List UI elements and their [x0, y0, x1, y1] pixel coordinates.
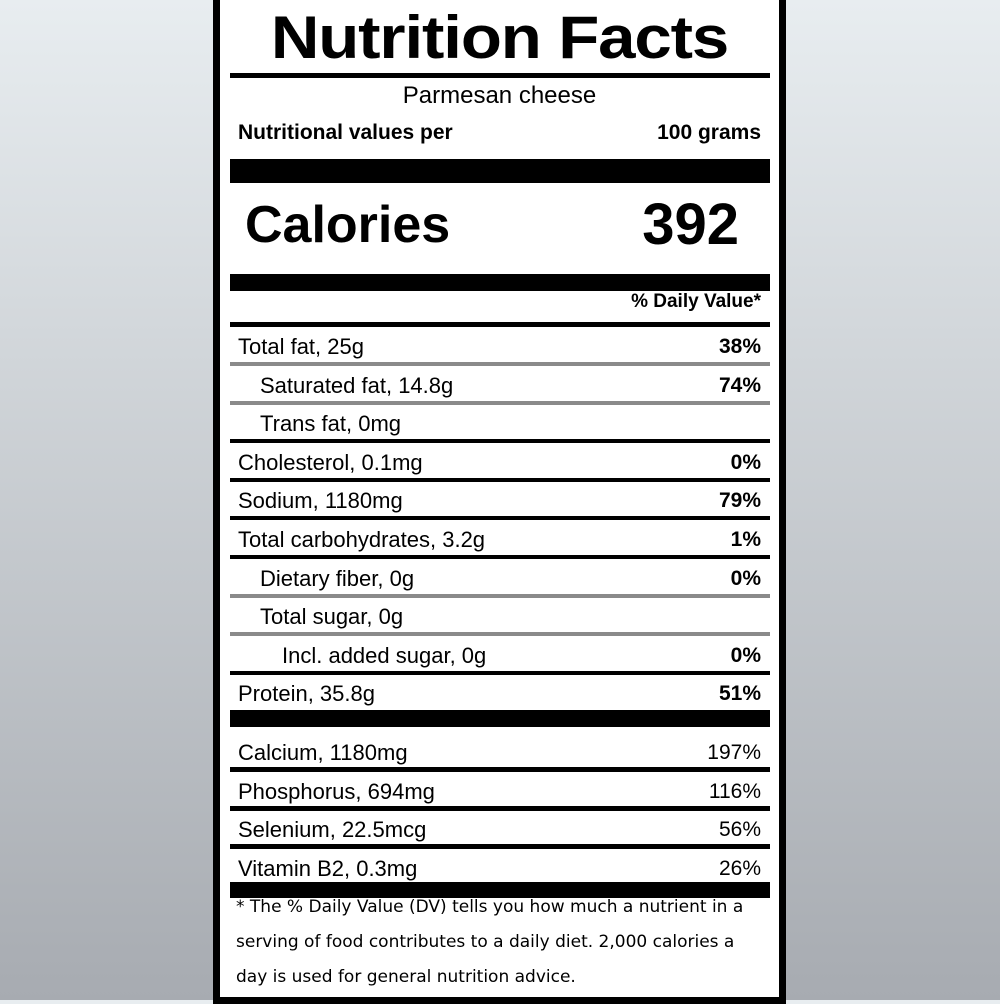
nutrient-name: Sodium, 1180mg: [238, 488, 403, 514]
mineral-daily-value: 116%: [708, 779, 761, 803]
mineral-name: Vitamin B2, 0.3mg: [238, 856, 418, 882]
mineral-daily-value: 56%: [718, 818, 761, 842]
nutrient-name: Trans fat, 0mg: [260, 411, 402, 437]
serving-value: 100 grams: [657, 121, 761, 144]
divider: [230, 632, 770, 637]
nutrient-daily-value: 0%: [730, 643, 761, 667]
mineral-name: Calcium, 1180mg: [238, 740, 408, 765]
nutrient-name: Total sugar, 0g: [260, 604, 404, 630]
nutrient-daily-value: 0%: [730, 566, 761, 590]
mineral-daily-value: 197%: [707, 741, 761, 764]
divider: [230, 844, 770, 850]
food-name: Parmesan cheese: [402, 82, 597, 109]
nutrient-name: Dietary fiber, 0g: [260, 565, 415, 591]
divider: [230, 477, 770, 482]
nutrient-name: Protein, 35.8g: [238, 681, 375, 707]
nutrient-daily-value: 74%: [718, 373, 761, 397]
divider: [230, 805, 770, 811]
divider: [230, 400, 770, 405]
thick-divider: [230, 274, 770, 291]
thick-divider: [230, 882, 770, 899]
divider: [230, 593, 770, 598]
daily-value-header: % Daily Value*: [631, 291, 761, 312]
nutrition-label: Nutrition Facts Parmesan cheese Nutritio…: [213, 0, 786, 1004]
nutrient-daily-value: 51%: [718, 682, 761, 706]
nutrient-daily-value: 0%: [730, 450, 761, 474]
thick-divider: [230, 159, 770, 183]
calories-label: Calories: [245, 196, 451, 254]
nutrient-name: Incl. added sugar, 0g: [282, 642, 487, 668]
label-title: Nutrition Facts: [270, 4, 729, 71]
serving-label: Nutritional values per: [238, 121, 453, 144]
nutrient-name: Total fat, 25g: [238, 334, 364, 359]
nutrient-daily-value: 79%: [718, 489, 761, 513]
nutrient-daily-value: 1%: [730, 528, 761, 551]
nutrient-daily-value: 38%: [718, 335, 761, 358]
mineral-name: Selenium, 22.5mcg: [238, 817, 427, 843]
thick-divider: [230, 710, 770, 728]
divider: [230, 322, 770, 327]
divider: [230, 516, 770, 521]
nutrient-name: Saturated fat, 14.8g: [260, 372, 454, 398]
divider: [230, 670, 770, 675]
mineral-name: Phosphorus, 694mg: [238, 778, 435, 804]
divider: [230, 767, 770, 772]
nutrient-name: Cholesterol, 0.1mg: [238, 449, 423, 475]
calories-value: 392: [642, 192, 739, 257]
divider: [230, 439, 770, 444]
nutrient-name: Total carbohydrates, 3.2g: [238, 527, 486, 552]
divider: [230, 555, 770, 559]
divider: [230, 73, 770, 78]
divider: [230, 362, 770, 366]
mineral-daily-value: 26%: [718, 857, 761, 881]
footnote: * The % Daily Value (DV) tells you how m…: [236, 897, 744, 987]
